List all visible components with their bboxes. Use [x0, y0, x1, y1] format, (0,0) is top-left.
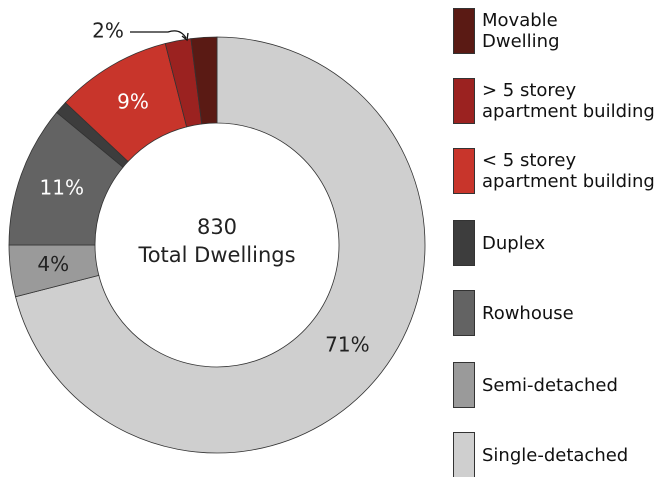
legend-label: Duplex	[482, 232, 546, 254]
legend-swatch	[453, 148, 475, 194]
value-label: 71%	[325, 333, 369, 357]
legend-item: < 5 storey apartment building	[453, 148, 662, 194]
legend-item: > 5 storey apartment building	[453, 78, 662, 124]
arrow-head	[181, 32, 189, 42]
legend-item: Duplex	[453, 220, 662, 266]
legend-swatch	[453, 362, 475, 408]
donut	[8, 36, 426, 454]
legend-item: Rowhouse	[453, 290, 662, 336]
value-label: 2%	[92, 19, 124, 43]
legend-item: Single-detached	[453, 432, 662, 477]
legend-label: Rowhouse	[482, 302, 574, 324]
legend-item: Movable Dwelling	[453, 8, 582, 54]
legend-item: Semi-detached	[453, 362, 662, 408]
legend-swatch	[453, 290, 475, 336]
legend-label: < 5 storey apartment building	[482, 150, 655, 192]
legend-swatch	[453, 432, 475, 477]
legend-label: > 5 storey apartment building	[482, 80, 655, 122]
total-value: 830	[197, 215, 237, 239]
total-label: Total Dwellings	[137, 243, 295, 267]
legend-swatch	[453, 8, 475, 54]
value-label: 9%	[117, 89, 149, 113]
legend-label: Movable Dwelling	[482, 10, 560, 52]
legend-label: Single-detached	[482, 444, 629, 466]
value-label: 4%	[37, 252, 69, 276]
legend-label: Semi-detached	[482, 374, 618, 396]
arrow-line	[130, 30, 187, 39]
donut-segment	[15, 36, 426, 454]
donut-segment	[190, 36, 218, 125]
callout-arrow	[130, 30, 189, 42]
legend-swatch	[453, 220, 475, 266]
legend-swatch	[453, 78, 475, 124]
value-label: 11%	[40, 176, 84, 200]
